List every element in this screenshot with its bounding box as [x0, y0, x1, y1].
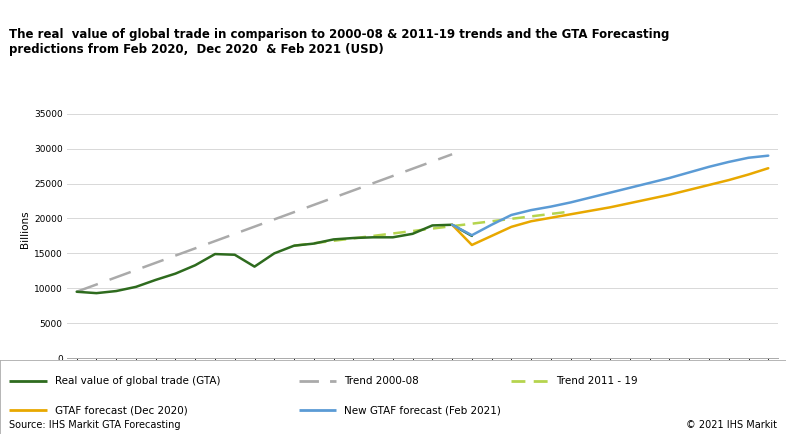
- Trend 2011 - 19: [289, 243, 299, 248]
- GTAF forecast (Dec 2020): [763, 166, 773, 171]
- GTAF forecast (Dec 2020): [724, 178, 733, 183]
- Real value of global trade (GTA): [190, 263, 200, 268]
- GTAF forecast (Dec 2020): [625, 201, 634, 206]
- Real value of global trade (GTA): [92, 290, 101, 296]
- Y-axis label: Billions: Billions: [20, 210, 30, 248]
- New GTAF forecast (Feb 2021): [724, 159, 733, 164]
- New GTAF forecast (Feb 2021): [645, 180, 655, 185]
- New GTAF forecast (Feb 2021): [744, 155, 753, 160]
- Line: Trend 2000-08: Trend 2000-08: [77, 154, 452, 292]
- New GTAF forecast (Feb 2021): [665, 175, 674, 181]
- New GTAF forecast (Feb 2021): [625, 185, 634, 191]
- Real value of global trade (GTA): [408, 231, 417, 237]
- Text: The real  value of global trade in comparison to 2000-08 & 2011-19 trends and th: The real value of global trade in compar…: [9, 28, 670, 56]
- New GTAF forecast (Feb 2021): [586, 195, 595, 200]
- Trend 2000-08: [72, 289, 82, 294]
- GTAF forecast (Dec 2020): [586, 208, 595, 214]
- Text: Trend 2011 - 19: Trend 2011 - 19: [556, 376, 638, 386]
- GTAF forecast (Dec 2020): [566, 212, 575, 217]
- Real value of global trade (GTA): [329, 237, 338, 242]
- Trend 2011 - 19: [566, 209, 575, 214]
- Real value of global trade (GTA): [289, 243, 299, 248]
- GTAF forecast (Dec 2020): [546, 215, 556, 220]
- Real value of global trade (GTA): [388, 235, 398, 240]
- New GTAF forecast (Feb 2021): [467, 233, 476, 238]
- Real value of global trade (GTA): [270, 251, 279, 256]
- Real value of global trade (GTA): [211, 251, 220, 256]
- GTAF forecast (Dec 2020): [704, 182, 714, 187]
- New GTAF forecast (Feb 2021): [527, 207, 536, 213]
- GTAF forecast (Dec 2020): [447, 222, 457, 227]
- GTAF forecast (Dec 2020): [744, 172, 753, 177]
- New GTAF forecast (Feb 2021): [487, 222, 496, 227]
- GTAF forecast (Dec 2020): [605, 205, 615, 210]
- Real value of global trade (GTA): [467, 233, 476, 239]
- New GTAF forecast (Feb 2021): [763, 153, 773, 158]
- New GTAF forecast (Feb 2021): [605, 190, 615, 195]
- Trend 2000-08: [447, 151, 457, 157]
- New GTAF forecast (Feb 2021): [546, 204, 556, 209]
- Real value of global trade (GTA): [428, 223, 437, 228]
- GTAF forecast (Dec 2020): [487, 233, 496, 239]
- GTAF forecast (Dec 2020): [665, 192, 674, 197]
- Real value of global trade (GTA): [171, 271, 180, 276]
- New GTAF forecast (Feb 2021): [507, 212, 516, 217]
- Text: Trend 2000-08: Trend 2000-08: [344, 376, 419, 386]
- GTAF forecast (Dec 2020): [645, 196, 655, 201]
- Real value of global trade (GTA): [250, 264, 259, 269]
- Real value of global trade (GTA): [151, 277, 160, 283]
- Line: Trend 2011 - 19: Trend 2011 - 19: [294, 211, 571, 246]
- Line: GTAF forecast (Dec 2020): GTAF forecast (Dec 2020): [452, 168, 768, 245]
- GTAF forecast (Dec 2020): [685, 187, 694, 192]
- Text: Real value of global trade (GTA): Real value of global trade (GTA): [55, 376, 221, 386]
- New GTAF forecast (Feb 2021): [685, 170, 694, 175]
- GTAF forecast (Dec 2020): [527, 219, 536, 224]
- Text: GTAF forecast (Dec 2020): GTAF forecast (Dec 2020): [55, 405, 188, 415]
- Real value of global trade (GTA): [349, 235, 358, 240]
- Real value of global trade (GTA): [447, 222, 457, 227]
- Text: New GTAF forecast (Feb 2021): New GTAF forecast (Feb 2021): [344, 405, 501, 415]
- Real value of global trade (GTA): [112, 289, 121, 294]
- Line: Real value of global trade (GTA): Real value of global trade (GTA): [77, 225, 472, 293]
- New GTAF forecast (Feb 2021): [447, 222, 457, 227]
- Real value of global trade (GTA): [369, 235, 378, 240]
- Text: Source: IHS Markit GTA Forecasting: Source: IHS Markit GTA Forecasting: [9, 420, 181, 430]
- Text: © 2021 IHS Markit: © 2021 IHS Markit: [685, 420, 777, 430]
- Line: New GTAF forecast (Feb 2021): New GTAF forecast (Feb 2021): [452, 156, 768, 235]
- Real value of global trade (GTA): [72, 289, 82, 294]
- Real value of global trade (GTA): [230, 252, 240, 257]
- GTAF forecast (Dec 2020): [507, 224, 516, 230]
- New GTAF forecast (Feb 2021): [566, 200, 575, 205]
- GTAF forecast (Dec 2020): [467, 242, 476, 247]
- Real value of global trade (GTA): [131, 284, 141, 289]
- New GTAF forecast (Feb 2021): [704, 164, 714, 169]
- Real value of global trade (GTA): [309, 241, 318, 246]
